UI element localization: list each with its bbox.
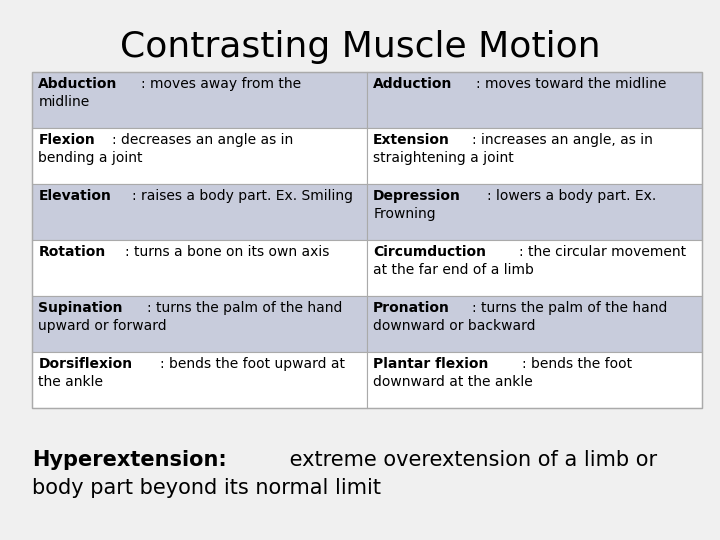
Text: Flexion: Flexion [38, 133, 95, 147]
Text: : turns the palm of the hand: : turns the palm of the hand [472, 301, 667, 315]
Text: Supination: Supination [38, 301, 123, 315]
Text: : decreases an angle as in: : decreases an angle as in [112, 133, 293, 147]
Text: straightening a joint: straightening a joint [373, 151, 514, 165]
Bar [367, 296, 702, 352]
Text: Pronation: Pronation [373, 301, 450, 315]
Bar [367, 184, 702, 240]
Text: Abduction: Abduction [38, 77, 118, 91]
Bar [32, 72, 702, 408]
Bar [367, 352, 702, 408]
Text: : lowers a body part. Ex.: : lowers a body part. Ex. [487, 189, 656, 203]
Text: upward or forward: upward or forward [38, 319, 167, 333]
Text: the ankle: the ankle [38, 375, 104, 389]
Text: midline: midline [38, 95, 90, 109]
Text: Circumduction: Circumduction [373, 245, 486, 259]
Text: Rotation: Rotation [38, 245, 106, 259]
Bar [32, 72, 367, 128]
Text: body part beyond its normal limit: body part beyond its normal limit [32, 478, 381, 498]
Text: Elevation: Elevation [38, 189, 112, 203]
Text: : turns the palm of the hand: : turns the palm of the hand [148, 301, 343, 315]
Text: Dorsiflexion: Dorsiflexion [38, 357, 132, 371]
Text: extreme overextension of a limb or: extreme overextension of a limb or [283, 450, 657, 470]
Text: Contrasting Muscle Motion: Contrasting Muscle Motion [120, 30, 600, 64]
Text: bending a joint: bending a joint [38, 151, 143, 165]
Text: : moves toward the midline: : moves toward the midline [476, 77, 666, 91]
Text: Hyperextension:: Hyperextension: [32, 450, 227, 470]
Bar [367, 128, 702, 184]
Bar [32, 296, 367, 352]
Text: : the circular movement: : the circular movement [519, 245, 686, 259]
Bar [32, 240, 367, 296]
Text: Plantar flexion: Plantar flexion [373, 357, 489, 371]
Text: : turns a bone on its own axis: : turns a bone on its own axis [125, 245, 330, 259]
Text: : moves away from the: : moves away from the [141, 77, 301, 91]
Bar [367, 72, 702, 128]
Bar [32, 184, 367, 240]
Text: downward at the ankle: downward at the ankle [373, 375, 533, 389]
Text: Frowning: Frowning [373, 207, 436, 221]
Text: : raises a body part. Ex. Smiling: : raises a body part. Ex. Smiling [132, 189, 354, 203]
Text: : bends the foot upward at: : bends the foot upward at [160, 357, 345, 371]
Text: : bends the foot: : bends the foot [522, 357, 632, 371]
Text: Depression: Depression [373, 189, 461, 203]
Text: : increases an angle, as in: : increases an angle, as in [472, 133, 653, 147]
Bar [367, 240, 702, 296]
Text: Adduction: Adduction [373, 77, 453, 91]
Bar [32, 352, 367, 408]
Text: downward or backward: downward or backward [373, 319, 536, 333]
Bar [32, 128, 367, 184]
Text: at the far end of a limb: at the far end of a limb [373, 263, 534, 277]
Text: Extension: Extension [373, 133, 450, 147]
